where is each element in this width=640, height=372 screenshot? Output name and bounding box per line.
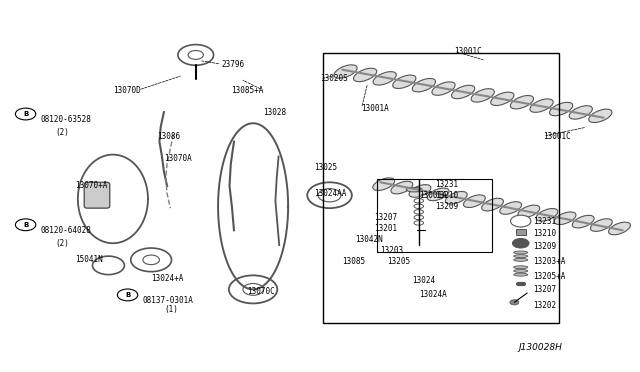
Ellipse shape <box>353 68 377 82</box>
Bar <box>323 53 559 323</box>
Ellipse shape <box>491 92 514 106</box>
FancyBboxPatch shape <box>84 182 109 208</box>
Ellipse shape <box>591 219 612 231</box>
Text: 13210: 13210 <box>534 230 557 238</box>
Ellipse shape <box>412 78 435 92</box>
Text: 13085: 13085 <box>342 257 365 266</box>
Text: 13209: 13209 <box>435 202 458 211</box>
Ellipse shape <box>609 222 630 235</box>
Text: 13024A: 13024A <box>419 291 447 299</box>
Text: 13001C: 13001C <box>543 132 571 141</box>
Ellipse shape <box>514 269 528 272</box>
Ellipse shape <box>510 96 534 109</box>
Ellipse shape <box>554 212 576 225</box>
Ellipse shape <box>514 259 528 261</box>
Ellipse shape <box>391 181 413 194</box>
Text: (1): (1) <box>164 305 178 314</box>
Circle shape <box>511 215 531 227</box>
Circle shape <box>510 300 519 305</box>
Text: 13202: 13202 <box>534 301 557 311</box>
Text: B: B <box>23 222 28 228</box>
Text: 13085+A: 13085+A <box>231 86 263 94</box>
Ellipse shape <box>514 255 528 258</box>
Text: 13203+A: 13203+A <box>534 257 566 266</box>
Ellipse shape <box>572 215 594 228</box>
Text: 13201: 13201 <box>374 224 397 233</box>
Text: 08137-0301A: 08137-0301A <box>143 296 194 305</box>
Ellipse shape <box>409 185 431 197</box>
Text: 15041N: 15041N <box>75 255 102 264</box>
Text: 13205: 13205 <box>387 257 410 266</box>
Text: 13070D: 13070D <box>113 86 141 94</box>
Text: 08120-64028: 08120-64028 <box>41 226 92 235</box>
Text: 13028: 13028 <box>262 108 286 117</box>
Text: 13001C: 13001C <box>454 47 481 56</box>
Ellipse shape <box>432 82 455 95</box>
Text: 13203: 13203 <box>381 246 404 255</box>
Text: 13209: 13209 <box>534 243 557 251</box>
Ellipse shape <box>373 72 396 85</box>
Ellipse shape <box>518 205 540 218</box>
Text: 13001A: 13001A <box>419 191 447 200</box>
Text: 13231: 13231 <box>534 217 557 225</box>
Text: 23796: 23796 <box>221 60 244 69</box>
Ellipse shape <box>452 85 475 99</box>
Ellipse shape <box>334 65 357 78</box>
Text: 13207: 13207 <box>534 285 557 294</box>
Text: 13207: 13207 <box>374 213 397 222</box>
Text: 08120-63528: 08120-63528 <box>41 115 92 124</box>
Text: (2): (2) <box>56 128 69 137</box>
Ellipse shape <box>428 188 449 201</box>
Ellipse shape <box>514 251 528 254</box>
Text: 13086: 13086 <box>157 132 180 141</box>
Ellipse shape <box>471 89 494 102</box>
Text: J130028H: J130028H <box>518 343 562 352</box>
Ellipse shape <box>550 102 573 116</box>
Text: 13042N: 13042N <box>355 235 383 244</box>
Text: 13024: 13024 <box>412 276 436 285</box>
Circle shape <box>513 238 529 248</box>
Ellipse shape <box>406 187 422 192</box>
Text: 13070A: 13070A <box>164 154 191 163</box>
Text: 13070+A: 13070+A <box>75 182 107 190</box>
Text: 13025: 13025 <box>314 163 337 172</box>
Ellipse shape <box>530 99 553 112</box>
Ellipse shape <box>514 273 528 276</box>
Ellipse shape <box>569 106 593 119</box>
Ellipse shape <box>482 198 504 211</box>
Text: (2): (2) <box>56 239 69 248</box>
Ellipse shape <box>514 266 528 269</box>
Text: 13024AA: 13024AA <box>314 189 346 198</box>
Text: 13205+A: 13205+A <box>534 272 566 281</box>
Ellipse shape <box>445 192 467 204</box>
Text: 13001A: 13001A <box>362 104 389 113</box>
Ellipse shape <box>589 109 612 122</box>
Bar <box>516 229 527 235</box>
Text: B: B <box>125 292 130 298</box>
Bar <box>378 179 492 253</box>
Ellipse shape <box>373 178 395 190</box>
Text: 13231: 13231 <box>435 180 458 189</box>
Ellipse shape <box>500 202 522 214</box>
Text: 13070C: 13070C <box>246 287 275 296</box>
Ellipse shape <box>536 209 558 221</box>
Ellipse shape <box>393 75 416 89</box>
Ellipse shape <box>463 195 485 208</box>
Text: 13210: 13210 <box>435 191 458 200</box>
Text: 13024+A: 13024+A <box>151 274 184 283</box>
Text: 13020S: 13020S <box>320 74 348 83</box>
Text: B: B <box>23 111 28 117</box>
